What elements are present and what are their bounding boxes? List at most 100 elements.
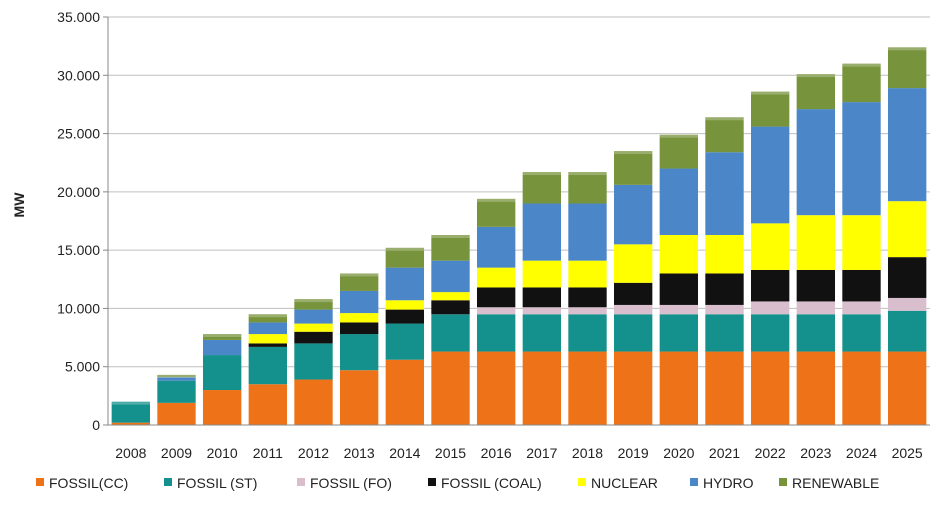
bar-segment — [659, 168, 699, 235]
bar-segment — [111, 401, 151, 423]
bar-segment — [476, 314, 516, 352]
bar-segment — [157, 377, 196, 381]
x-tick-label: 2021 — [709, 445, 740, 461]
bar-segment — [157, 402, 196, 425]
bar-segment — [613, 304, 653, 315]
bar-segment — [887, 47, 927, 89]
x-tick-label: 2011 — [253, 445, 283, 461]
bar-segment — [796, 215, 836, 270]
x-tick-label: 2020 — [663, 445, 694, 461]
bar-segment — [294, 309, 333, 324]
x-tick-label: 2008 — [115, 445, 146, 461]
legend-label: FOSSIL(CC) — [49, 475, 128, 491]
bar-segment — [522, 314, 562, 352]
bar-segment — [522, 260, 562, 288]
legend-swatch — [297, 478, 305, 486]
x-tick-label: 2009 — [161, 445, 192, 461]
legend-label: NUCLEAR — [591, 475, 658, 491]
bar-segment — [613, 314, 653, 352]
bar-segment — [796, 351, 836, 425]
x-tick-label: 2016 — [481, 445, 512, 461]
bar-cap — [659, 134, 699, 138]
bar-segment — [613, 351, 653, 425]
bar-segment — [568, 172, 607, 204]
bar-segment — [202, 339, 242, 356]
bar-segment — [796, 314, 836, 352]
bar-segment — [568, 351, 607, 425]
gridlines — [108, 16, 930, 368]
legend-swatch — [164, 478, 172, 486]
bar-segment — [431, 292, 470, 301]
bar-segment — [887, 257, 927, 298]
bar-segment — [476, 287, 516, 308]
legend: FOSSIL(CC) FOSSIL (ST) FOSSIL (FO) FOSSIL (… — [36, 475, 879, 491]
bar-cap — [796, 74, 836, 78]
bar-segment — [842, 314, 881, 352]
bar-cap — [431, 234, 470, 238]
bar-cap — [294, 299, 333, 303]
bar-segment — [294, 299, 333, 310]
legend-swatch — [779, 478, 787, 486]
bar-cap — [613, 151, 653, 155]
x-tick-label: 2017 — [526, 445, 557, 461]
bar-cap — [157, 374, 196, 378]
bar-segment — [796, 74, 836, 110]
y-axis-label: MW — [11, 192, 27, 218]
bar-cap — [568, 172, 607, 176]
bar-segment — [842, 351, 881, 425]
bar-segment — [339, 322, 379, 335]
x-tick-label: 2012 — [298, 445, 329, 461]
bar-segment — [750, 91, 790, 127]
bar-segment — [659, 134, 699, 169]
bar-cap — [705, 117, 744, 121]
bar-segment — [248, 334, 288, 344]
bar-segment — [750, 314, 790, 352]
y-tick-label: 35.000 — [57, 9, 100, 25]
y-tick-label: 25.000 — [57, 126, 100, 142]
bar-segment — [294, 331, 333, 344]
bar-segment — [431, 314, 470, 352]
bar-segment — [431, 260, 470, 293]
bar-segment — [202, 390, 242, 425]
bar-cap — [522, 172, 562, 176]
bar-segment — [750, 126, 790, 224]
bar-cap — [385, 247, 425, 251]
bar-cap — [750, 91, 790, 95]
bar-segment — [339, 334, 379, 371]
bars — [111, 47, 927, 425]
bar-segment — [248, 343, 288, 347]
bar-segment — [659, 273, 699, 305]
bar-segment — [431, 234, 470, 261]
bar-segment — [476, 307, 516, 315]
bar-segment — [385, 300, 425, 310]
bar-segment — [705, 304, 744, 315]
bar-segment — [248, 384, 288, 425]
bar-segment — [842, 269, 881, 302]
bar-segment — [887, 297, 927, 311]
bar-segment — [522, 203, 562, 261]
bar-cap — [202, 334, 242, 338]
bar-cap — [887, 47, 927, 51]
bar-segment — [385, 309, 425, 324]
x-tick-label: 2015 — [435, 445, 466, 461]
legend-swatch — [578, 478, 586, 486]
bar-segment — [842, 63, 881, 103]
legend-label: FOSSIL (COAL) — [441, 475, 542, 491]
legend-label: FOSSIL (FO) — [310, 475, 392, 491]
x-tick-label: 2025 — [892, 445, 923, 461]
bar-cap — [476, 198, 516, 202]
bar-segment — [659, 304, 699, 315]
bar-segment — [887, 351, 927, 425]
bar-segment — [887, 201, 927, 258]
bar-cap — [111, 401, 151, 405]
bar-cap — [842, 63, 881, 67]
x-tick-label: 2013 — [344, 445, 375, 461]
x-tick-label: 2010 — [207, 445, 238, 461]
bar-segment — [248, 346, 288, 385]
bar-segment — [750, 269, 790, 302]
y-tick-label: 15.000 — [57, 242, 100, 258]
legend-swatch — [690, 478, 698, 486]
bar-segment — [659, 234, 699, 274]
bar-segment — [339, 290, 379, 314]
